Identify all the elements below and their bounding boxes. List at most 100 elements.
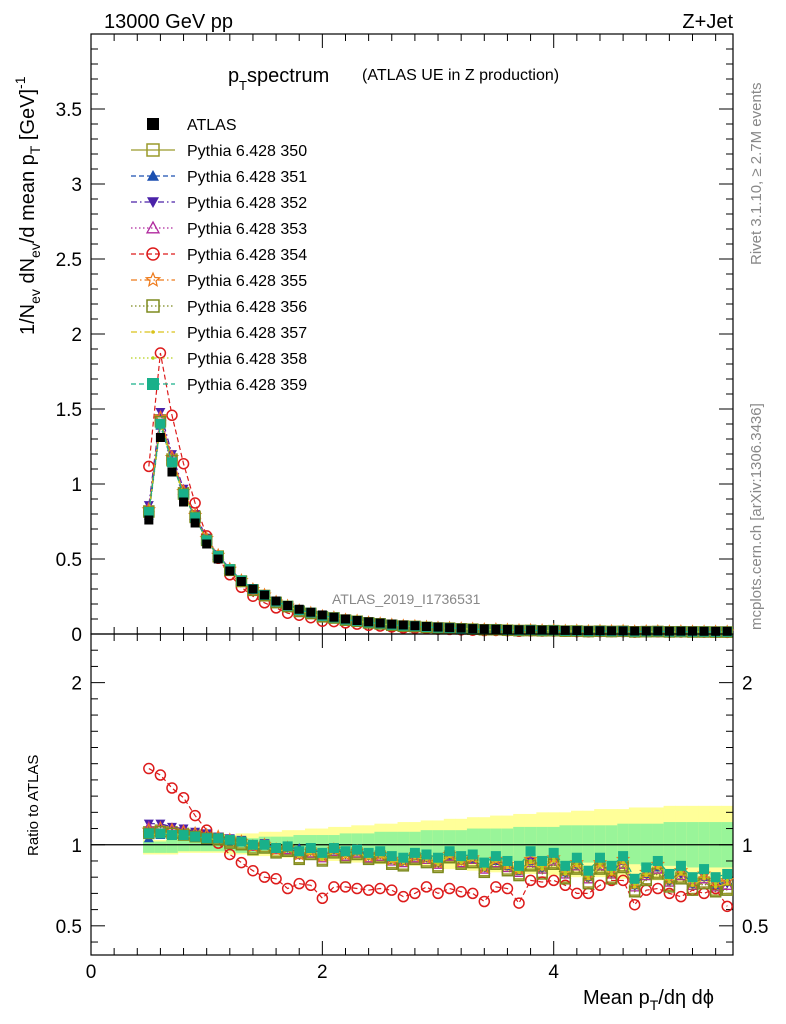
marker [283, 601, 293, 610]
marker [644, 873, 649, 878]
marker [294, 604, 304, 614]
legend-entry: Pythia 6.428 359 [131, 377, 307, 394]
marker [702, 873, 706, 878]
marker [466, 887, 479, 900]
collision-label: 13000 GeV pp [104, 11, 233, 33]
marker [628, 898, 641, 911]
legend: ATLAS Pythia 6.428 350 Pythia 6.428 351 Pyt… [131, 117, 307, 394]
marker [479, 624, 489, 634]
marker [397, 890, 410, 903]
marker [699, 626, 709, 636]
marker [260, 590, 270, 600]
legend-label: Pythia 6.428 354 [187, 247, 307, 264]
marker [351, 882, 363, 895]
marker [155, 819, 166, 829]
x-tick-label: 4 [548, 962, 559, 983]
marker [387, 619, 397, 629]
legend-label: Pythia 6.428 358 [187, 351, 307, 368]
band-inner [513, 826, 526, 861]
marker [676, 626, 686, 636]
marker [722, 868, 733, 879]
marker [598, 864, 602, 868]
marker [528, 859, 533, 863]
plot-title: p T spectrum (ATLAS UE in Z production) [228, 65, 559, 93]
marker [699, 864, 710, 875]
band-inner [628, 823, 641, 865]
marker [525, 846, 536, 857]
marker [375, 846, 386, 857]
marker [667, 880, 672, 884]
marker [202, 539, 212, 549]
marker [606, 860, 617, 871]
marker [340, 614, 350, 624]
legend-entry: Pythia 6.428 356 [131, 299, 307, 316]
marker [143, 828, 154, 839]
marker [560, 860, 571, 871]
svg-text:spectrum: spectrum [247, 65, 329, 87]
marker [455, 886, 467, 898]
band-inner [154, 841, 167, 853]
marker [467, 849, 478, 860]
legend-entry: Pythia 6.428 355 [131, 271, 307, 290]
marker [259, 839, 270, 850]
marker [690, 883, 695, 888]
marker [443, 882, 456, 895]
y-tick-label: 0.5 [56, 550, 82, 571]
marker [502, 855, 513, 866]
marker [166, 830, 177, 841]
marker [502, 625, 512, 634]
marker [501, 882, 514, 895]
marker [271, 596, 281, 606]
marker [271, 843, 282, 853]
marker [201, 833, 212, 844]
analysis-watermark: ATLAS_2019_I1736531 [332, 591, 481, 607]
marker [362, 884, 375, 896]
marker [490, 881, 502, 893]
marker [340, 846, 351, 857]
title-main: p [228, 65, 239, 87]
marker [478, 895, 491, 908]
marker [526, 625, 536, 635]
marker [225, 566, 235, 576]
band-inner [675, 822, 688, 866]
marker [190, 512, 201, 523]
marker [547, 874, 560, 887]
marker [317, 847, 328, 858]
marker [664, 868, 675, 879]
marker [409, 887, 421, 900]
marker [536, 876, 548, 888]
marker [725, 881, 730, 886]
marker [247, 839, 258, 850]
legend-label: Pythia 6.428 359 [187, 377, 307, 394]
y-tick-label: 1 [71, 475, 82, 496]
marker [293, 877, 305, 890]
y-tick-label: 0 [71, 625, 82, 646]
marker [178, 824, 189, 834]
marker [398, 620, 408, 630]
marker [514, 860, 524, 871]
marker [583, 626, 593, 636]
marker [652, 882, 664, 895]
marker [364, 617, 374, 627]
marker [236, 577, 246, 586]
marker [548, 847, 559, 858]
marker [270, 873, 282, 885]
y-tick-label-right: 0.5 [742, 917, 768, 938]
legend-entry: Pythia 6.428 357 [131, 325, 307, 342]
marker [386, 851, 397, 862]
marker [560, 625, 570, 635]
marker [363, 847, 374, 858]
marker [258, 871, 271, 883]
process-label: Z+Jet [682, 11, 733, 33]
marker [166, 822, 177, 832]
marker [166, 409, 178, 422]
marker [155, 828, 166, 839]
marker [151, 330, 155, 334]
marker [551, 859, 556, 863]
svg-text:(ATLAS UE in Z production): (ATLAS UE in Z production) [362, 67, 559, 84]
marker [248, 584, 258, 594]
marker [479, 857, 490, 868]
marker [630, 626, 640, 636]
legend-label: Pythia 6.428 351 [187, 169, 307, 186]
